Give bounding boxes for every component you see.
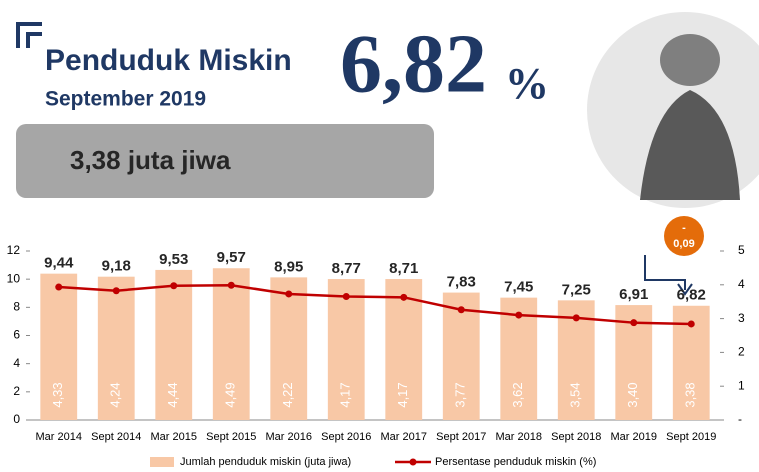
headline-value: 6,82 <box>340 17 487 110</box>
line-value-label: 8,71 <box>389 260 418 277</box>
y-tick-label: 0 <box>13 412 20 426</box>
bar-value-label: 3,62 <box>510 382 525 407</box>
x-tick-label: Sept 2016 <box>321 431 371 443</box>
legend-swatch <box>410 459 417 466</box>
x-tick-label: Sept 2017 <box>436 431 486 443</box>
line-marker <box>630 319 637 326</box>
y-tick-label: 10 <box>7 271 21 285</box>
title: Penduduk Miskin <box>45 44 292 77</box>
bar-value-label: 4,44 <box>165 382 180 407</box>
change-value: 0,09 <box>673 238 694 250</box>
infographic: Penduduk Miskin September 2019 6,82 % 3,… <box>0 0 759 472</box>
y-tick-label: 6 <box>13 328 20 342</box>
y-tick-label: 2 <box>13 384 20 398</box>
legend-label: Persentase penduduk miskin (%) <box>435 456 596 468</box>
info-box-text: 3,38 juta jiwa <box>70 145 231 175</box>
line-value-label: 8,95 <box>274 258 303 275</box>
bar-value-label: 4,24 <box>108 382 123 407</box>
y2-tick-label: - <box>738 412 742 426</box>
line-marker <box>573 314 580 321</box>
line-value-label: 9,18 <box>102 258 131 275</box>
x-tick-label: Mar 2015 <box>151 431 197 443</box>
line-value-label: 7,83 <box>447 274 476 291</box>
illustration-head <box>660 34 720 86</box>
line-value-label: 9,57 <box>217 249 246 266</box>
bar-value-label: 4,33 <box>50 382 65 407</box>
line-marker <box>170 282 177 289</box>
line-marker <box>228 282 235 289</box>
line-value-label: 6,82 <box>677 287 706 304</box>
line-value-label: 7,25 <box>562 281 591 298</box>
x-tick-label: Mar 2017 <box>381 431 427 443</box>
y2-tick-label: 5 <box>738 243 745 257</box>
x-tick-label: Sept 2018 <box>551 431 601 443</box>
y-tick-label: 12 <box>7 243 21 257</box>
line-marker <box>113 287 120 294</box>
bar-value-label: 4,49 <box>223 382 238 407</box>
line-marker <box>55 284 62 291</box>
line-marker <box>285 290 292 297</box>
bar-value-label: 3,54 <box>568 382 583 407</box>
line-marker <box>343 293 350 300</box>
line-marker <box>688 320 695 327</box>
y2-tick-label: 1 <box>738 378 745 392</box>
bar-value-label: 3,40 <box>625 382 640 407</box>
line-value-label: 7,45 <box>504 279 533 296</box>
bar-value-label: 3,38 <box>683 382 698 407</box>
x-tick-label: Mar 2016 <box>266 431 312 443</box>
y2-tick-label: 4 <box>738 277 745 291</box>
x-tick-label: Mar 2019 <box>611 431 657 443</box>
change-sign: - <box>682 222 686 234</box>
line <box>59 285 692 324</box>
line-value-label: 9,44 <box>44 255 74 272</box>
corner-icon <box>18 24 42 48</box>
legend-label: Jumlah penduduk miskin (juta jiwa) <box>180 456 351 468</box>
subtitle: September 2019 <box>45 88 206 111</box>
bar-value-label: 4,17 <box>338 382 353 407</box>
y-tick-label: 8 <box>13 300 20 314</box>
y-tick-label: 4 <box>13 356 20 370</box>
x-tick-label: Sept 2019 <box>666 431 716 443</box>
legend-swatch <box>150 457 174 467</box>
line-marker <box>458 306 465 313</box>
bar-value-label: 3,77 <box>453 382 468 407</box>
line-marker <box>515 312 522 319</box>
line-value-label: 8,77 <box>332 260 361 277</box>
x-tick-label: Mar 2014 <box>36 431 82 443</box>
line-value-label: 6,91 <box>619 286 648 303</box>
y2-tick-label: 2 <box>738 345 745 359</box>
line-marker <box>400 294 407 301</box>
bar-value-label: 4,17 <box>395 382 410 407</box>
line-value-label: 9,53 <box>159 251 188 268</box>
headline-unit: % <box>505 59 549 108</box>
y2-tick-label: 3 <box>738 311 745 325</box>
bar-value-label: 4,22 <box>280 382 295 407</box>
x-tick-label: Mar 2018 <box>496 431 542 443</box>
x-tick-label: Sept 2015 <box>206 431 256 443</box>
x-tick-label: Sept 2014 <box>91 431 141 443</box>
